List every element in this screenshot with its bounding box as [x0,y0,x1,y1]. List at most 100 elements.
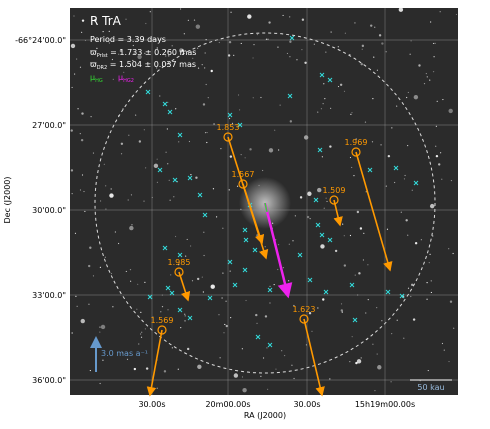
star [334,249,338,253]
star [372,98,374,100]
star [152,316,154,318]
star [167,163,169,165]
star [351,336,353,338]
star [132,44,134,47]
star [242,387,247,393]
star [367,299,369,301]
star [391,333,393,335]
star [267,388,269,390]
star [426,282,428,284]
star [171,45,173,47]
star [167,101,169,103]
star [360,357,362,359]
star [87,264,91,268]
star [177,368,179,370]
star [230,11,232,13]
star [325,197,327,199]
companion-marker [238,179,248,189]
star [131,224,133,226]
star [144,281,146,283]
star [289,40,292,43]
star [410,295,412,298]
star [218,314,220,316]
star [320,244,325,249]
star [104,256,106,258]
star [102,30,104,33]
star [145,167,147,169]
star [117,242,120,245]
star [99,382,101,385]
star [277,244,280,246]
star [240,154,242,156]
star [358,272,361,275]
star [269,302,271,304]
star [238,109,241,111]
star [337,85,340,88]
star [274,129,276,131]
star [440,152,442,154]
star [429,203,435,209]
companion-label: 1.969 [345,138,368,147]
star [237,94,240,96]
star [343,264,347,267]
star [204,132,207,134]
star [255,313,258,317]
star [249,148,252,151]
candidate-marker [177,132,183,138]
star [436,100,438,103]
star [186,347,190,351]
star [89,369,91,372]
star [133,53,135,55]
star [265,38,268,40]
star [376,69,378,71]
pm-scale: 3.0 mas a⁻¹ [101,349,148,358]
proper-motion-arrow [146,329,163,397]
star [179,8,182,10]
star [197,364,202,370]
star [374,26,376,28]
star [344,32,346,34]
star [403,337,405,339]
star [340,309,344,312]
star [286,52,289,55]
star [228,189,230,191]
candidate-marker [323,289,329,295]
star [119,49,123,53]
star [137,283,139,285]
star [432,42,435,45]
star [89,246,92,249]
x-label: RA (J2000) [244,411,286,420]
proper-motion-arrow [178,271,191,302]
star [324,98,326,100]
star [188,140,191,143]
star [145,367,149,370]
star [317,111,319,113]
candidate-marker [297,252,303,258]
star [70,43,76,49]
star [325,51,327,53]
star [413,94,419,100]
star [99,200,102,202]
star [282,267,285,269]
star [252,57,254,59]
star [210,284,215,289]
star [132,59,134,62]
star [385,51,387,53]
companion-marker [174,267,184,277]
candidate-marker [172,177,178,183]
star [195,24,201,29]
star [311,330,313,333]
star [77,108,79,110]
star [430,21,432,23]
star [435,154,439,158]
star [168,55,170,57]
star [429,253,431,255]
star [343,90,346,92]
star [390,381,392,383]
star [349,234,352,237]
star [441,342,444,345]
star [73,15,75,17]
star [155,54,157,56]
star [236,185,239,187]
star [304,61,307,64]
